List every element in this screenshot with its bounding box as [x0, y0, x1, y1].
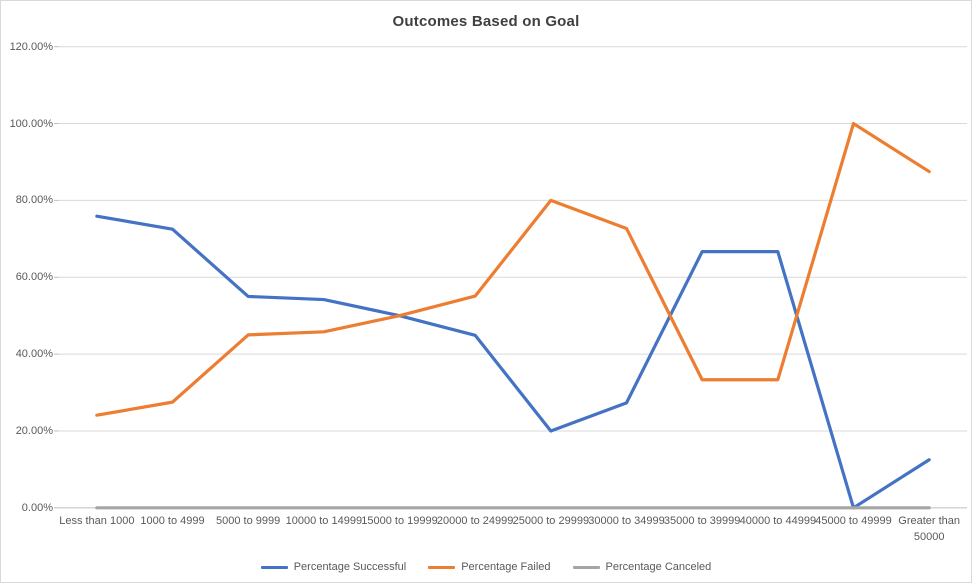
y-tick-label: 40.00% — [15, 348, 53, 361]
series-line-1 — [95, 121, 931, 417]
y-tick-label: 60.00% — [15, 271, 53, 284]
x-category-label: 40000 to 44999 — [739, 515, 817, 527]
x-category-label: 1000 to 4999 — [140, 515, 205, 527]
legend: Percentage Successful Percentage Failed Pe… — [1, 560, 971, 574]
y-tick-label: 20.00% — [15, 424, 53, 437]
y-tick-label: 120.00% — [9, 40, 53, 53]
x-category-label: 45000 to 49999 — [815, 515, 892, 527]
x-category-label: Greater than 50000 — [898, 515, 961, 543]
x-category-label: 30000 to 34999 — [588, 515, 665, 527]
legend-line-swatch-icon — [260, 565, 288, 569]
legend-label: Percentage Canceled — [605, 561, 712, 573]
x-category-label: Less than 1000 — [59, 515, 135, 527]
x-category-label: 5000 to 9999 — [216, 515, 281, 527]
legend-label: Percentage Successful — [293, 561, 407, 573]
legend-label: Percentage Failed — [461, 561, 551, 573]
legend-item: Percentage Canceled — [572, 560, 712, 574]
x-category-label: 35000 to 39999 — [663, 515, 741, 527]
legend-item: Percentage Failed — [428, 560, 551, 574]
chart-title: Outcomes Based on Goal — [392, 13, 580, 30]
y-tick-label: 100.00% — [9, 117, 53, 130]
legend-line-swatch-icon — [428, 565, 456, 569]
legend-item: Percentage Successful — [260, 560, 407, 574]
x-category-label: 20000 to 24999 — [436, 515, 514, 527]
series-line-0 — [95, 214, 931, 510]
x-category-label: 15000 to 19999 — [361, 515, 438, 527]
x-category-label: 25000 to 29999 — [512, 515, 590, 527]
y-tick-label: 80.00% — [15, 194, 53, 207]
legend-line-swatch-icon — [572, 565, 600, 569]
x-category-label: 10000 to 14999 — [285, 515, 363, 527]
y-tick-label: 0.00% — [21, 501, 53, 514]
